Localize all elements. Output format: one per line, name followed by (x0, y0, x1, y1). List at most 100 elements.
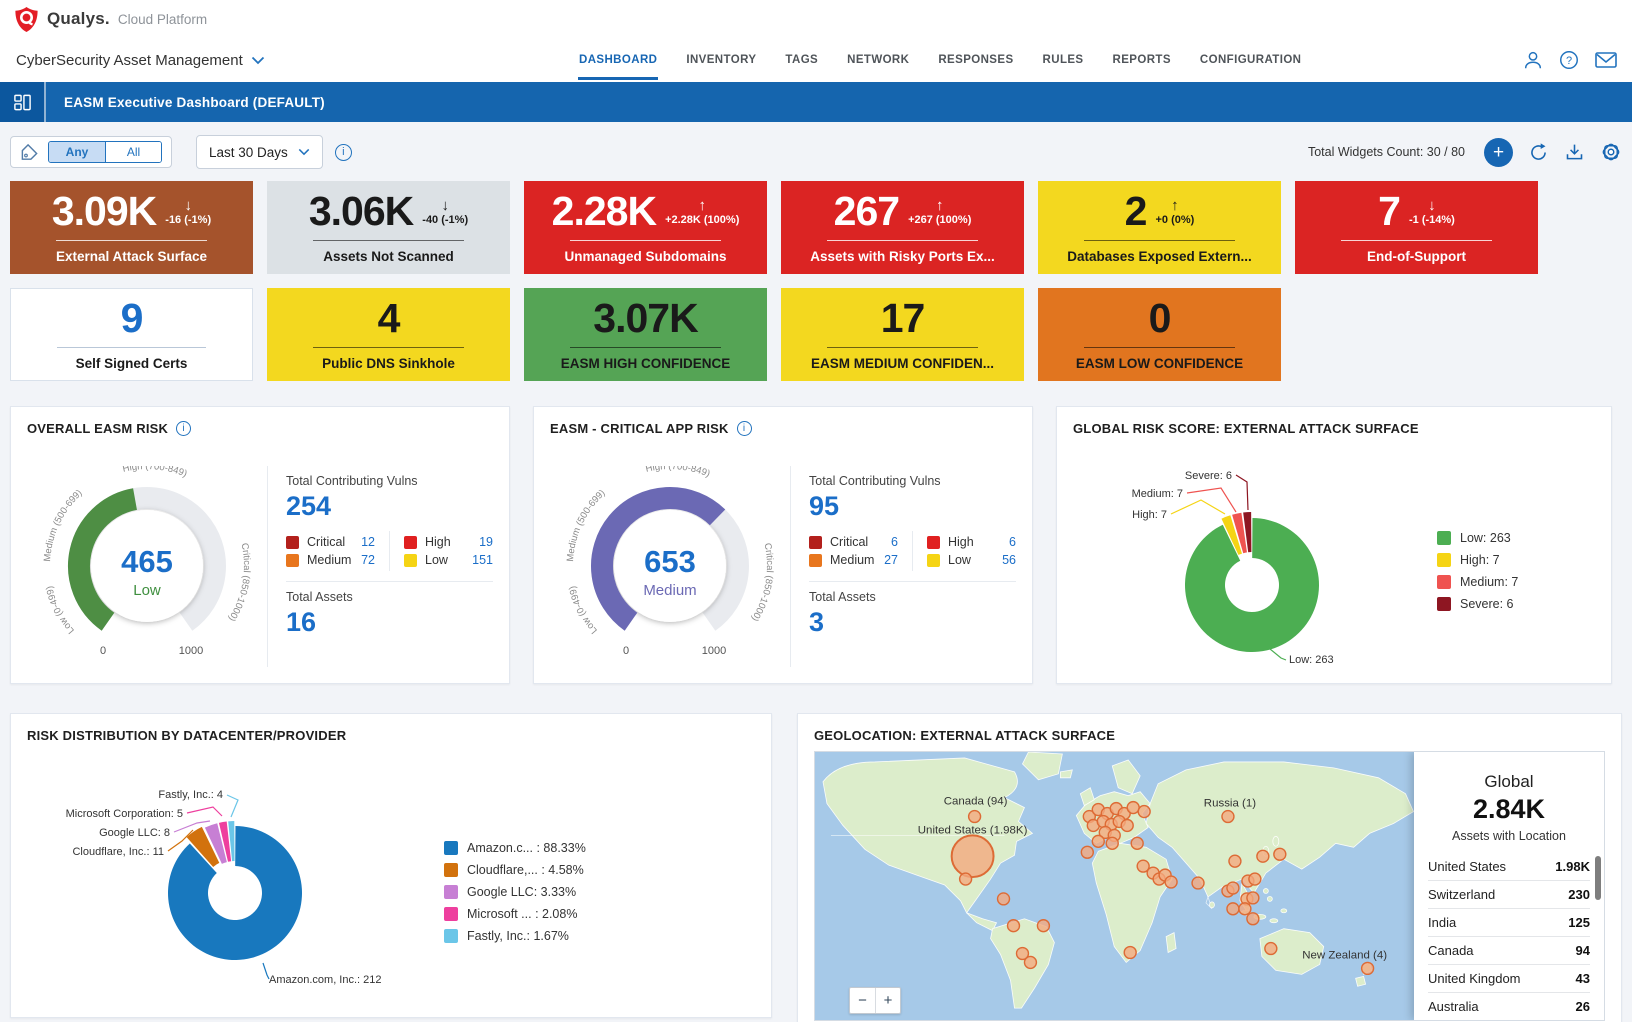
geo-country-value: 230 (1568, 887, 1590, 902)
nav-tab-network[interactable]: NETWORK (847, 54, 910, 66)
gauge-chart: Low (0-499)Medium (500-699)High (700-849… (565, 461, 775, 657)
kpi-tile-databases-exposed-extern[interactable]: 2 ↑ +0 (0%) Databases Exposed Extern... (1038, 181, 1281, 274)
geo-country-value: 26 (1575, 999, 1590, 1014)
help-icon[interactable]: ? (1558, 49, 1580, 71)
severity-count: 151 (472, 553, 493, 567)
kpi-tile-easm-low-confidence[interactable]: 0 EASM LOW CONFIDENCE (1038, 288, 1281, 381)
kpi-delta: ↑ +0 (0%) (1155, 198, 1194, 226)
geo-country-row-canada[interactable]: Canada 94 (1428, 937, 1590, 965)
zoom-in-button[interactable]: + (875, 988, 900, 1013)
nav-tab-reports[interactable]: REPORTS (1112, 54, 1171, 66)
info-icon[interactable]: i (736, 421, 752, 436)
legend-label: High: 7 (1460, 553, 1500, 567)
gear-icon[interactable] (1600, 141, 1622, 163)
widget-risk-distribution: RISK DISTRIBUTION BY DATACENTER/PROVIDER… (10, 713, 772, 1018)
kpi-tile-unmanaged-subdomains[interactable]: 2.28K ↑ +2.28K (100%) Unmanaged Subdomains (524, 181, 767, 274)
kpi-delta: ↓ -1 (-14%) (1409, 198, 1455, 226)
tag-filter-option-any[interactable]: Any (49, 142, 105, 162)
geo-country-row-united-kingdom[interactable]: United Kingdom 43 (1428, 965, 1590, 993)
kpi-tile-assets-not-scanned[interactable]: 3.06K ↓ -40 (-1%) Assets Not Scanned (267, 181, 510, 274)
nav-tab-rules[interactable]: RULES (1042, 54, 1084, 66)
kpi-value: 3.06K (308, 188, 414, 234)
legend-item-microsoft-2-08: Microsoft ... : 2.08% (444, 903, 586, 925)
world-map[interactable]: Canada (94) United States (1.98K) Russia (… (814, 751, 1605, 1021)
kpi-tile-public-dns-sinkhole[interactable]: 4 Public DNS Sinkhole (267, 288, 510, 381)
top-icons: ? (1522, 38, 1618, 82)
add-widget-button[interactable]: + (1484, 137, 1513, 167)
svg-text:Russia (1): Russia (1) (1204, 798, 1256, 810)
scrollbar-thumb[interactable] (1595, 856, 1601, 900)
svg-text:Low (0-499): Low (0-499) (567, 585, 600, 636)
nav-tab-configuration[interactable]: CONFIGURATION (1199, 54, 1302, 66)
svg-text:Low (0-499): Low (0-499) (44, 585, 77, 636)
nav-tab-dashboard[interactable]: DASHBOARD (578, 40, 659, 80)
geo-country-row-united-states[interactable]: United States 1.98K (1428, 853, 1590, 881)
legend-color-swatch (1437, 553, 1451, 567)
severity-color-swatch (404, 535, 417, 549)
toolbar-right: Total Widgets Count: 30 / 80 + (1308, 137, 1622, 167)
severity-name: Medium (307, 553, 352, 567)
assets-total[interactable]: 3 (809, 607, 825, 637)
main-navigation: DASHBOARD INVENTORY TAGS NETWORK RESPONSES RU… (578, 38, 1302, 82)
date-range-select[interactable]: Last 30 Days (196, 135, 323, 169)
geo-country-value: 125 (1568, 915, 1590, 930)
kpi-separator (570, 240, 721, 241)
svg-text:1000: 1000 (702, 645, 726, 657)
geo-country-name: United Kingdom (1428, 971, 1521, 986)
user-icon[interactable] (1522, 49, 1544, 71)
svg-text:653: 653 (644, 544, 696, 579)
nav-tab-inventory[interactable]: INVENTORY (686, 54, 757, 66)
widgets-row-2: RISK DISTRIBUTION BY DATACENTER/PROVIDER… (10, 713, 1622, 1022)
kpi-value: 4 (377, 295, 401, 341)
kpi-tile-self-signed-certs[interactable]: 9 Self Signed Certs (10, 288, 253, 381)
nav-tab-tags[interactable]: TAGS (785, 54, 819, 66)
kpi-value: 2 (1124, 188, 1148, 234)
legend-label: Medium: 7 (1460, 575, 1519, 589)
assets-total[interactable]: 16 (286, 607, 317, 637)
map-zoom-controls: − + (849, 987, 901, 1014)
geo-country-row-switzerland[interactable]: Switzerland 230 (1428, 881, 1590, 909)
kpi-delta-text: -40 (-1%) (422, 213, 469, 226)
vulns-total[interactable]: 95 (809, 491, 840, 521)
svg-text:465: 465 (121, 544, 173, 579)
kpi-label: External Attack Surface (55, 249, 208, 264)
kpi-separator (570, 347, 721, 348)
kpi-tile-easm-medium-confiden[interactable]: 17 EASM MEDIUM CONFIDEN... (781, 288, 1024, 381)
info-icon[interactable]: i (176, 421, 192, 436)
legend-label: Low: 263 (1460, 531, 1511, 545)
kpi-value: 17 (880, 295, 926, 341)
nav-tab-responses[interactable]: RESPONSES (938, 54, 1014, 66)
widget-title: EASM - CRITICAL APP RISK i (550, 421, 1016, 436)
kpi-separator (313, 347, 464, 348)
refresh-icon[interactable] (1528, 142, 1549, 163)
kpi-tile-easm-high-confidence[interactable]: 3.07K EASM HIGH CONFIDENCE (524, 288, 767, 381)
mail-icon[interactable] (1594, 49, 1618, 71)
info-icon[interactable]: i (334, 143, 352, 161)
legend-label: Amazon.c... : 88.33% (467, 841, 586, 855)
kpi-tile-assets-with-risky-ports-ex[interactable]: 267 ↑ +267 (100%) Assets with Risky Ports E… (781, 181, 1024, 274)
dashboard-switcher-button[interactable] (0, 82, 46, 122)
zoom-out-button[interactable]: − (850, 988, 875, 1013)
kpi-tile-end-of-support[interactable]: 7 ↓ -1 (-14%) End-of-Support (1295, 181, 1538, 274)
widget-title-text: OVERALL EASM RISK (27, 421, 169, 436)
svg-text:Canada (94): Canada (94) (944, 796, 1008, 808)
geo-country-row-india[interactable]: India 125 (1428, 909, 1590, 937)
download-icon[interactable] (1564, 142, 1585, 163)
app-selector[interactable]: CyberSecurity Asset Management (16, 52, 265, 69)
risk-gauge: Low (0-499) Medium (500-699) High (700-849… (550, 461, 790, 667)
geo-country-row-australia[interactable]: Australia 26 (1428, 993, 1590, 1020)
severity-color-swatch (286, 553, 299, 567)
widget-title-text: GEOLOCATION: EXTERNAL ATTACK SURFACE (814, 728, 1116, 743)
geo-subtitle: Assets with Location (1452, 829, 1566, 843)
chevron-down-icon (298, 148, 310, 156)
vulns-total[interactable]: 254 (286, 491, 332, 521)
kpi-value: 3.07K (593, 295, 698, 341)
legend-color-swatch (1437, 531, 1451, 545)
gauge-stats: Total Contributing Vulns 95 Critical 6 Med… (790, 466, 1016, 667)
kpi-tile-external-attack-surface[interactable]: 3.09K ↓ -16 (-1%) External Attack Surface (10, 181, 253, 274)
svg-text:0: 0 (623, 645, 629, 657)
tag-filter-option-all[interactable]: All (105, 142, 161, 162)
kpi-label: End-of-Support (1367, 249, 1466, 264)
severity-color-swatch (404, 553, 417, 567)
geo-scope: Global (1484, 772, 1534, 791)
